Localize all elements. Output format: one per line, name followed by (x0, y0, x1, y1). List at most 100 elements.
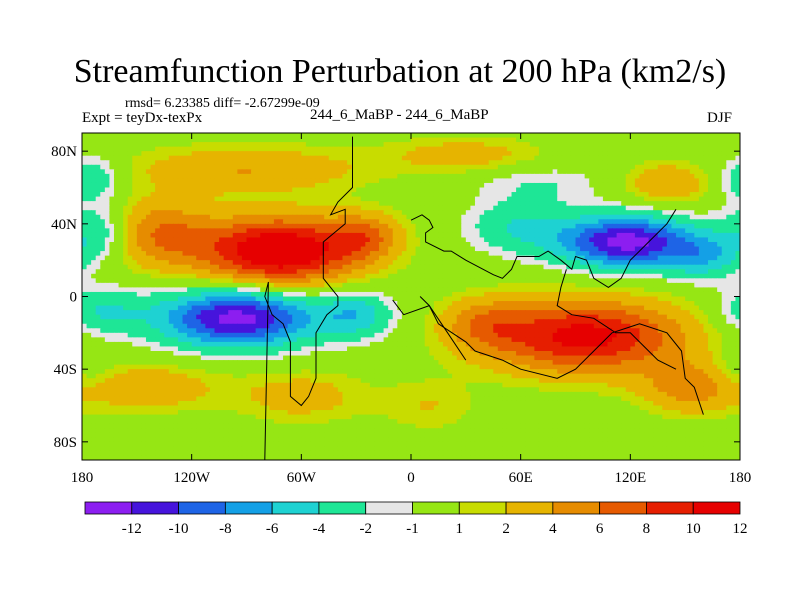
field-cell (548, 264, 554, 270)
field-cell (520, 255, 526, 261)
field-cell (534, 273, 540, 279)
field-cell (283, 237, 289, 243)
field-cell (680, 151, 686, 157)
field-cell (109, 251, 115, 257)
field-cell (598, 260, 604, 266)
field-cell (315, 278, 321, 284)
field-cell (602, 237, 609, 243)
field-cell (616, 219, 622, 225)
field-cell (516, 232, 522, 239)
field-cell (625, 269, 631, 275)
field-cell (246, 278, 252, 284)
field-cell (639, 219, 645, 225)
field-cell (369, 260, 376, 266)
field-cell (301, 169, 307, 175)
field-cell (561, 160, 567, 166)
field-cell (411, 282, 417, 289)
field-cell (342, 133, 348, 139)
field-cell (292, 196, 298, 202)
field-cell (145, 205, 152, 211)
field-cell (118, 187, 124, 193)
field-cell (91, 251, 97, 257)
field-cell (548, 223, 554, 229)
field-cell (607, 242, 613, 248)
field-cell (118, 278, 124, 284)
field-cell (374, 160, 380, 166)
field-cell (516, 133, 522, 139)
field-cell (456, 210, 462, 216)
field-cell (287, 169, 293, 175)
field-cell (474, 173, 481, 180)
field-cell (296, 142, 302, 148)
field-cell (429, 164, 435, 170)
field-cell (278, 228, 284, 234)
field-cell (187, 223, 193, 229)
field-cell (516, 282, 522, 289)
field-cell (474, 264, 481, 270)
field-cell (698, 251, 705, 257)
field-cell (666, 192, 673, 198)
field-cell (337, 260, 344, 266)
field-cell (104, 137, 111, 143)
field-cell (680, 201, 686, 207)
field-cell (182, 223, 188, 229)
field-cell (319, 260, 325, 266)
field-cell (580, 205, 586, 211)
field-cell (424, 201, 430, 207)
field-cell (543, 201, 549, 207)
field-cell (132, 246, 138, 252)
field-cell (616, 228, 622, 234)
field-cell (392, 133, 398, 139)
field-cell (369, 173, 376, 180)
field-cell (164, 219, 170, 225)
field-cell (173, 251, 179, 257)
field-cell (561, 201, 567, 207)
field-cell (657, 187, 663, 193)
field-cell (420, 155, 426, 161)
field-cell (506, 242, 513, 248)
field-cell (566, 278, 572, 284)
field-cell (123, 228, 129, 234)
field-cell (333, 251, 339, 257)
field-cell (127, 223, 133, 229)
field-cell (319, 196, 325, 202)
field-cell (141, 219, 147, 225)
field-cell (511, 151, 517, 157)
field-cell (534, 214, 540, 220)
field-cell (680, 246, 686, 252)
field-cell (223, 205, 229, 211)
field-cell (287, 210, 293, 216)
field-cell (612, 169, 618, 175)
field-cell (86, 164, 92, 170)
field-cell (374, 173, 380, 180)
field-cell (561, 178, 567, 184)
field-cell (392, 242, 398, 248)
field-cell (159, 242, 165, 248)
field-cell (529, 142, 535, 148)
field-cell (369, 237, 376, 243)
field-cell (287, 282, 293, 289)
field-cell (104, 173, 111, 180)
field-cell (324, 151, 330, 157)
field-cell (168, 151, 174, 157)
field-cell (337, 133, 344, 139)
field-cell (511, 155, 517, 161)
field-cell (283, 142, 289, 148)
field-cell (465, 251, 472, 257)
field-cell (392, 196, 398, 202)
field-cell (369, 219, 376, 225)
field-cell (177, 228, 184, 234)
field-cell (141, 273, 147, 279)
field-cell (634, 242, 641, 248)
field-cell (721, 182, 727, 189)
field-cell (269, 264, 275, 270)
field-cell (543, 178, 549, 184)
field-cell (356, 264, 362, 270)
field-cell (246, 237, 252, 243)
field-cell (411, 214, 417, 220)
field-cell (200, 196, 206, 202)
field-cell (241, 187, 248, 193)
field-cell (369, 146, 376, 152)
field-cell (680, 228, 686, 234)
field-cell (127, 246, 133, 252)
